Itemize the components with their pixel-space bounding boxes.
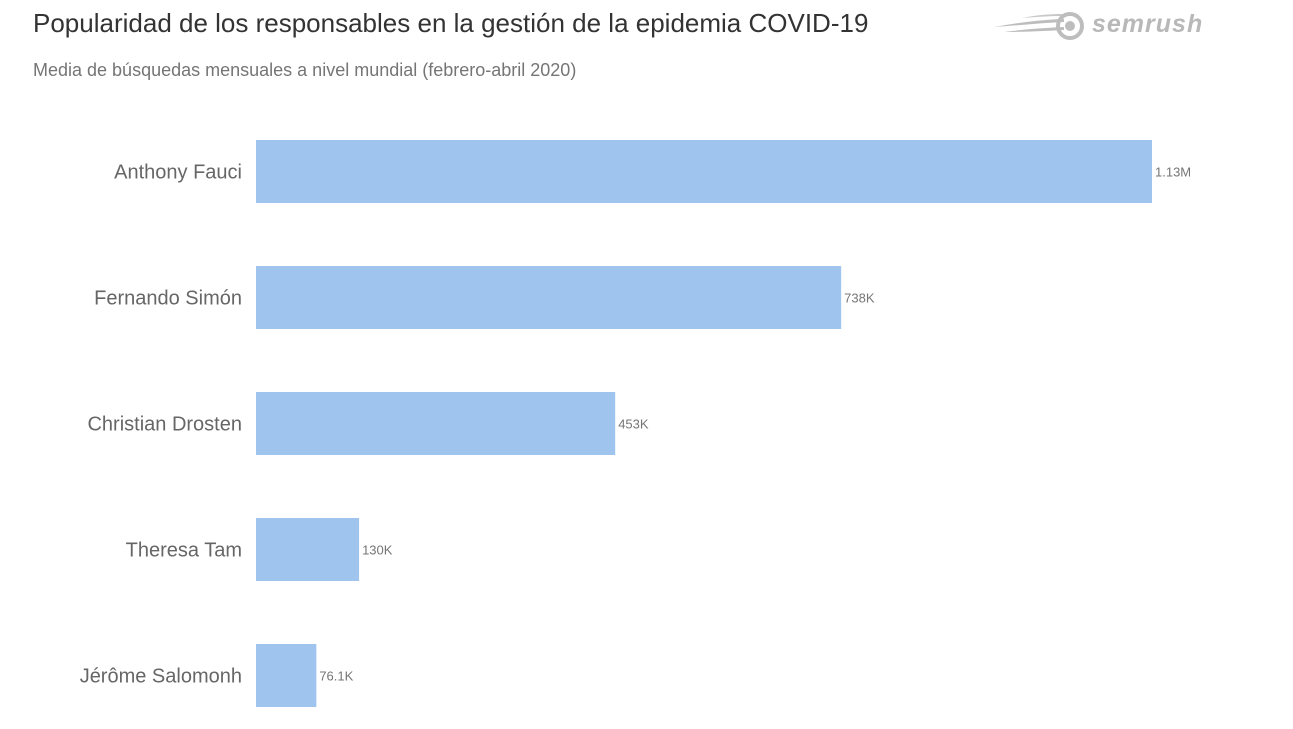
bar (256, 266, 842, 329)
semrush-fireball-icon (994, 12, 1084, 40)
value-label: 1.13M (1155, 165, 1191, 180)
bar (256, 392, 616, 455)
value-label: 453K (618, 417, 649, 432)
category-label: Theresa Tam (126, 540, 242, 562)
category-label: Jérôme Salomonh (80, 666, 242, 688)
value-label: 130K (362, 543, 393, 558)
bar (256, 644, 317, 707)
bar (256, 140, 1152, 203)
chart-title: Popularidad de los responsables en la ge… (33, 8, 869, 38)
value-label: 76.1K (319, 669, 353, 684)
category-label: Fernando Simón (94, 288, 242, 310)
value-label: 738K (844, 291, 875, 306)
category-label: Christian Drosten (87, 414, 242, 436)
chart-subtitle: Media de búsquedas mensuales a nivel mun… (33, 60, 577, 80)
semrush-wordmark: semrush (1092, 10, 1204, 38)
category-label: Anthony Fauci (114, 162, 242, 184)
semrush-logo: semrush (992, 10, 1242, 44)
bar (256, 518, 360, 581)
